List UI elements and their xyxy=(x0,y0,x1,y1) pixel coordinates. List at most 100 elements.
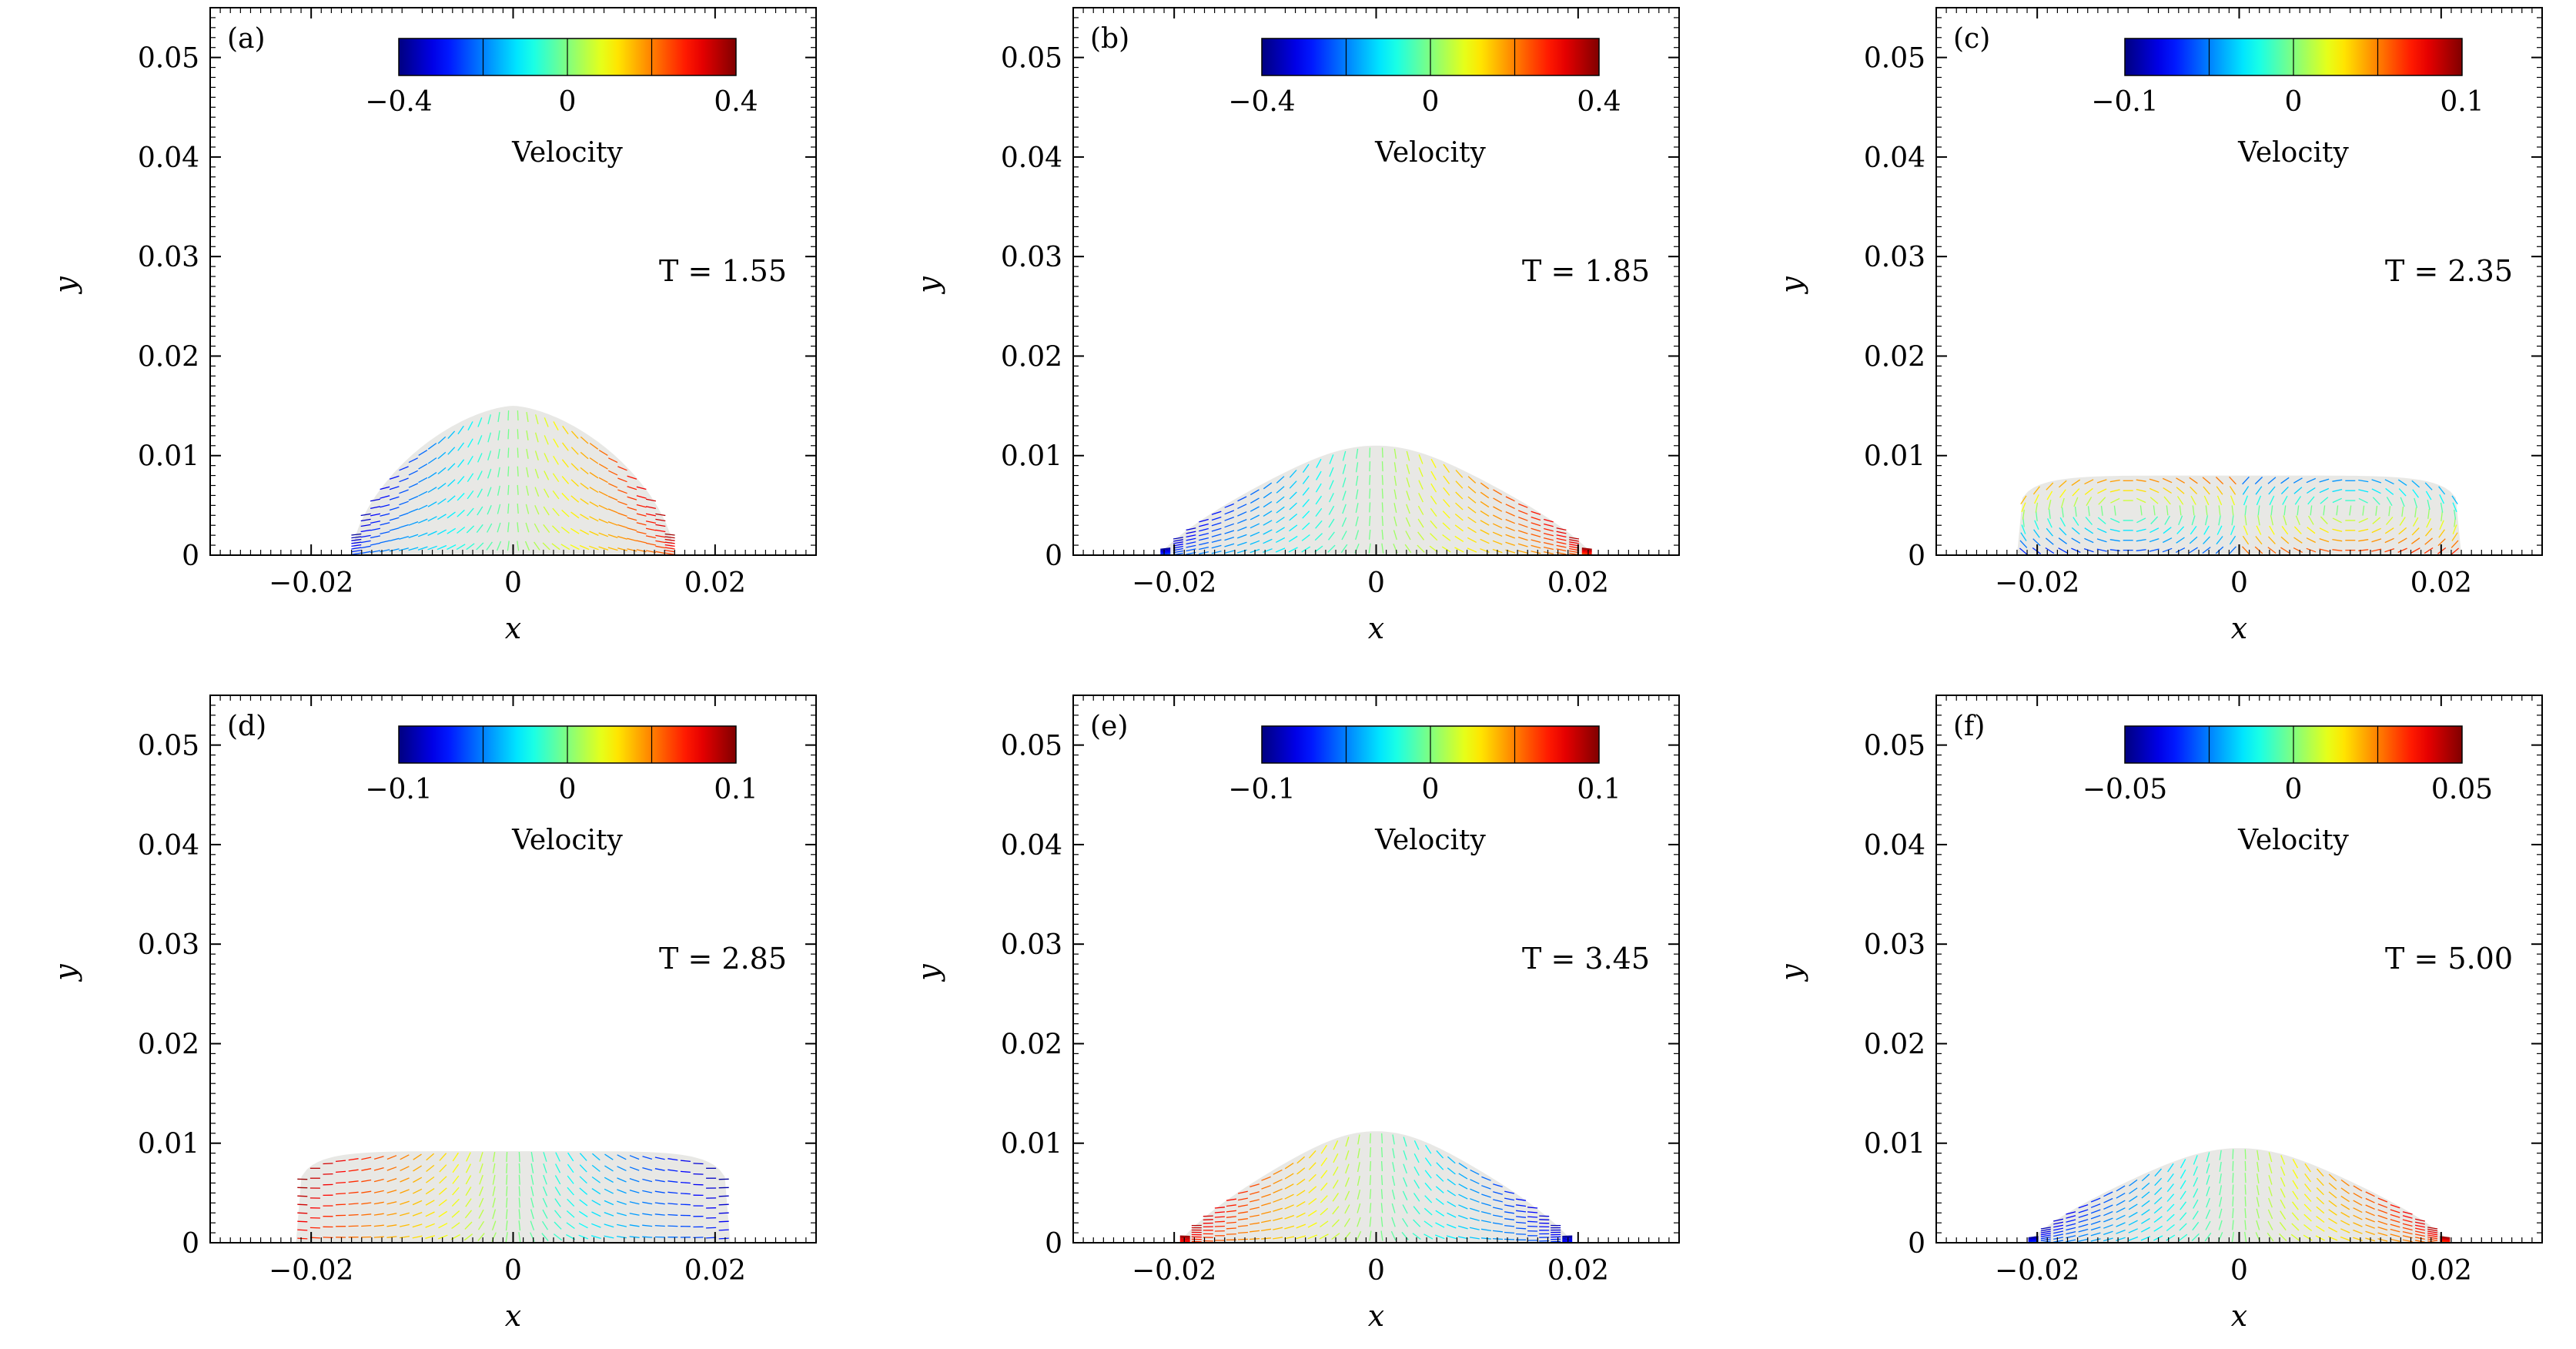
vector-arrow xyxy=(2153,1225,2163,1232)
vector-arrow xyxy=(497,522,501,533)
vector-arrow xyxy=(2218,1208,2223,1219)
vector-arrow xyxy=(2332,549,2343,551)
vector-arrow xyxy=(2358,497,2368,504)
colorbar-tick-label: −0.1 xyxy=(1228,774,1295,805)
vector-arrow xyxy=(580,482,589,490)
vector-arrow xyxy=(1369,1175,1372,1186)
vector-arrow xyxy=(400,1166,410,1171)
vector-arrow xyxy=(1249,1214,1260,1218)
vector-arrow xyxy=(2110,517,2120,524)
vector-arrow xyxy=(1263,548,1273,553)
vector-arrow xyxy=(399,489,409,494)
vector-arrow xyxy=(1516,1233,1527,1235)
vector-arrow xyxy=(2402,1215,2413,1219)
vector-arrow xyxy=(2229,535,2236,545)
vector-arrow xyxy=(1369,1161,1372,1172)
vector-arrow xyxy=(1543,541,1554,546)
vector-arrow xyxy=(2206,1152,2210,1163)
vector-arrow xyxy=(477,506,483,516)
vector-arrow xyxy=(1332,1193,1340,1202)
vector-arrow xyxy=(654,1157,665,1160)
vector-arrow xyxy=(542,1186,548,1197)
vector-arrow xyxy=(351,533,362,536)
vector-arrow xyxy=(1380,1203,1383,1213)
vector-arrow xyxy=(2384,537,2394,544)
vector-arrow xyxy=(1458,1193,1468,1200)
vector-arrow xyxy=(2242,546,2250,554)
vector-arrow xyxy=(2320,497,2329,504)
vector-arrow xyxy=(2166,1213,2175,1222)
vector-arrow xyxy=(1160,548,1171,551)
vector-arrow xyxy=(373,1156,384,1160)
vector-arrow xyxy=(2060,497,2065,508)
vector-arrow xyxy=(526,467,529,477)
vector-arrow xyxy=(1517,550,1528,554)
vector-arrow xyxy=(645,506,657,510)
vector-arrow xyxy=(1492,523,1503,529)
vector-arrow xyxy=(2066,1219,2076,1223)
vector-arrow xyxy=(2053,1227,2064,1231)
vector-arrow xyxy=(1480,1228,1492,1232)
vector-arrow xyxy=(1224,543,1235,547)
vector-arrow xyxy=(1275,537,1286,543)
vector-arrow xyxy=(2283,515,2287,526)
vector-arrow xyxy=(553,438,559,448)
vector-arrow xyxy=(552,490,560,500)
vector-arrow xyxy=(2398,488,2407,497)
vector-arrow xyxy=(413,1153,422,1160)
vector-arrow xyxy=(2256,1185,2260,1196)
vector-arrow xyxy=(552,507,560,517)
vector-arrow xyxy=(2141,1200,2150,1207)
vector-arrow xyxy=(2243,525,2249,535)
vector-arrow xyxy=(1406,504,1410,514)
vector-arrow xyxy=(1469,1207,1480,1212)
vector-arrow xyxy=(2377,1203,2388,1208)
vector-arrow xyxy=(2256,495,2262,506)
vector-arrow xyxy=(1531,544,1541,549)
vector-arrow xyxy=(2216,486,2223,495)
vector-arrow xyxy=(2103,1224,2113,1229)
vector-arrow xyxy=(607,521,618,526)
vector-arrow xyxy=(627,475,637,480)
vector-arrow xyxy=(1191,1238,1202,1240)
vector-arrow xyxy=(2192,1221,2200,1231)
vector-arrow xyxy=(1345,1163,1350,1174)
vector-arrow xyxy=(655,540,666,544)
vector-arrow xyxy=(1406,490,1410,501)
vector-arrow xyxy=(370,498,381,502)
vector-arrow xyxy=(1380,1230,1383,1241)
vector-arrow xyxy=(457,442,465,451)
vector-arrow xyxy=(655,545,666,549)
vector-arrow xyxy=(360,551,371,554)
vector-arrow xyxy=(2414,1221,2425,1225)
vector-arrow xyxy=(2191,515,2196,526)
vector-arrow xyxy=(1544,518,1554,523)
vector-arrow xyxy=(351,547,362,550)
vector-arrow xyxy=(2229,486,2236,495)
vector-arrow xyxy=(418,450,428,456)
vector-arrow xyxy=(2372,517,2381,524)
vector-arrow xyxy=(487,487,492,497)
vector-arrow xyxy=(608,457,618,464)
y-tick-label: 0.04 xyxy=(138,830,199,862)
vector-arrow xyxy=(297,1220,308,1223)
vector-arrow xyxy=(680,1203,691,1206)
vector-arrow xyxy=(553,455,559,465)
vector-arrow xyxy=(479,1174,483,1185)
vector-arrow xyxy=(629,1177,640,1183)
vector-arrow xyxy=(2244,1231,2247,1242)
vector-arrow xyxy=(645,535,657,539)
vector-arrow xyxy=(1307,1222,1317,1228)
vector-arrow xyxy=(570,479,579,487)
vector-arrow xyxy=(1467,517,1477,524)
vector-arrow xyxy=(2437,538,2446,547)
vector-arrow xyxy=(530,1197,534,1208)
vector-arrow xyxy=(1179,1240,1190,1243)
vector-arrow xyxy=(566,1210,575,1218)
vector-arrow xyxy=(2034,520,2039,530)
vector-arrow xyxy=(2372,497,2380,505)
vector-arrow xyxy=(1406,464,1410,474)
vector-arrow xyxy=(361,1168,372,1171)
vector-arrow xyxy=(2141,1182,2150,1190)
